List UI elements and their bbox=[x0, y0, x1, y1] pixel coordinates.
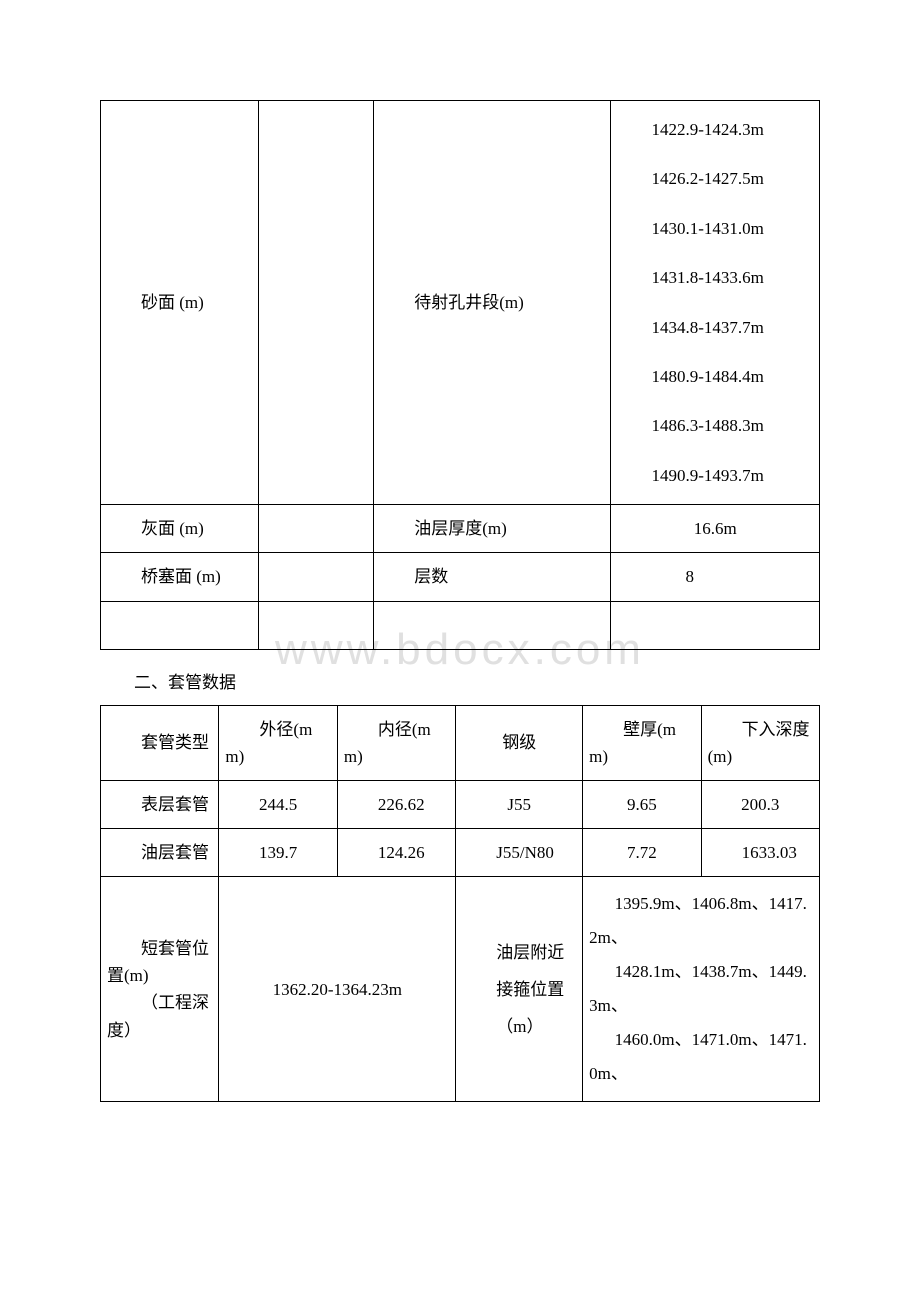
header-depth: 下入深度(m) bbox=[701, 705, 819, 780]
empty-cell bbox=[101, 601, 259, 649]
surface-casing-thickness: 9.65 bbox=[583, 781, 701, 829]
header-text: 内径(mm) bbox=[344, 716, 449, 770]
short-pipe-label-line2: （工程深度） bbox=[107, 989, 212, 1043]
table-row: 灰面 (m) 油层厚度(m) 16.6m bbox=[101, 505, 820, 553]
surface-casing-od: 244.5 bbox=[219, 781, 337, 829]
interval-value: 1490.9-1493.7m bbox=[617, 457, 813, 494]
cell-text: J55/N80 bbox=[462, 839, 554, 866]
joint-position-values: 1395.9m、1406.8m、1417.2m、 1428.1m、1438.7m… bbox=[583, 877, 820, 1102]
layer-count-label: 层数 bbox=[374, 553, 611, 601]
reservoir-thickness-label: 油层厚度(m) bbox=[374, 505, 611, 553]
oil-casing-od: 139.7 bbox=[219, 829, 337, 877]
layer-count-value: 8 bbox=[611, 553, 820, 601]
header-od: 外径(mm) bbox=[219, 705, 337, 780]
table-row: 短套管位置(m) （工程深度） 1362.20-1364.23m 油层附近 接箍… bbox=[101, 877, 820, 1102]
sand-face-value bbox=[259, 101, 374, 505]
bridge-plug-value bbox=[259, 553, 374, 601]
well-parameters-table: 砂面 (m) 待射孔井段(m) 1422.9-1424.3m 1426.2-14… bbox=[100, 100, 820, 650]
header-text: 套管类型 bbox=[107, 729, 209, 756]
reservoir-thickness-label-text: 油层厚度(m) bbox=[380, 515, 507, 542]
joint-position-label: 油层附近 接箍位置 （m） bbox=[456, 877, 583, 1102]
interval-value: 1434.8-1437.7m bbox=[617, 309, 813, 346]
oil-casing-thickness: 7.72 bbox=[583, 829, 701, 877]
joint-value-line: 1395.9m、1406.8m、1417.2m、 bbox=[589, 887, 813, 955]
header-id: 内径(mm) bbox=[337, 705, 455, 780]
table-row: 桥塞面 (m) 层数 8 bbox=[101, 553, 820, 601]
surface-casing-depth: 200.3 bbox=[701, 781, 819, 829]
header-text: 下入深度(m) bbox=[708, 716, 813, 770]
casing-data-table: 套管类型 外径(mm) 内径(mm) 钢级 壁厚(mm) 下入深度(m) 表层套… bbox=[100, 705, 820, 1103]
cell-text: 1633.03 bbox=[708, 839, 797, 866]
table-row: 表层套管 244.5 226.62 J55 9.65 200.3 bbox=[101, 781, 820, 829]
empty-cell bbox=[259, 601, 374, 649]
cement-face-label: 灰面 (m) bbox=[101, 505, 259, 553]
interval-value: 1480.9-1484.4m bbox=[617, 358, 813, 395]
joint-value-line: 1428.1m、1438.7m、1449.3m、 bbox=[589, 955, 813, 1023]
sand-face-label: 砂面 (m) bbox=[101, 101, 259, 505]
cell-text: 124.26 bbox=[344, 839, 425, 866]
header-thickness: 壁厚(mm) bbox=[583, 705, 701, 780]
joint-label-line3: （m） bbox=[462, 1013, 576, 1040]
bridge-plug-label: 桥塞面 (m) bbox=[101, 553, 259, 601]
reservoir-thickness-value: 16.6m bbox=[611, 505, 820, 553]
interval-value: 1430.1-1431.0m bbox=[617, 210, 813, 247]
joint-label-line2: 接箍位置 bbox=[462, 976, 576, 1003]
surface-casing-id: 226.62 bbox=[337, 781, 455, 829]
oil-casing-label: 油层套管 bbox=[101, 829, 219, 877]
cell-text: 表层套管 bbox=[107, 791, 209, 818]
header-text: 壁厚(mm) bbox=[589, 716, 694, 770]
empty-cell bbox=[611, 601, 820, 649]
joint-value-line: 1460.0m、1471.0m、1471.0m、 bbox=[589, 1023, 813, 1091]
interval-value: 1422.9-1424.3m bbox=[617, 111, 813, 148]
interval-value: 1486.3-1488.3m bbox=[617, 407, 813, 444]
cell-text: 油层套管 bbox=[107, 839, 209, 866]
cell-text: 226.62 bbox=[344, 791, 425, 818]
surface-casing-label: 表层套管 bbox=[101, 781, 219, 829]
perforation-interval-label: 待射孔井段(m) bbox=[374, 101, 611, 505]
joint-label-line1: 油层附近 bbox=[462, 939, 576, 966]
short-pipe-value: 1362.20-1364.23m bbox=[219, 877, 456, 1102]
oil-casing-id: 124.26 bbox=[337, 829, 455, 877]
empty-cell bbox=[374, 601, 611, 649]
short-pipe-label: 短套管位置(m) （工程深度） bbox=[101, 877, 219, 1102]
perforation-interval-values: 1422.9-1424.3m 1426.2-1427.5m 1430.1-143… bbox=[611, 101, 820, 505]
oil-casing-grade: J55/N80 bbox=[456, 829, 583, 877]
interval-value: 1431.8-1433.6m bbox=[617, 259, 813, 296]
table-row-empty bbox=[101, 601, 820, 649]
header-grade: 钢级 bbox=[456, 705, 583, 780]
table-row: 砂面 (m) 待射孔井段(m) 1422.9-1424.3m 1426.2-14… bbox=[101, 101, 820, 505]
oil-casing-depth: 1633.03 bbox=[701, 829, 819, 877]
perforation-interval-label-text: 待射孔井段(m) bbox=[380, 289, 524, 316]
cement-face-value bbox=[259, 505, 374, 553]
interval-value: 1426.2-1427.5m bbox=[617, 160, 813, 197]
table-row: 油层套管 139.7 124.26 J55/N80 7.72 1633.03 bbox=[101, 829, 820, 877]
section-title-casing-data: 二、套管数据 bbox=[100, 668, 820, 693]
table-header-row: 套管类型 外径(mm) 内径(mm) 钢级 壁厚(mm) 下入深度(m) bbox=[101, 705, 820, 780]
header-casing-type: 套管类型 bbox=[101, 705, 219, 780]
short-pipe-label-line1: 短套管位置(m) bbox=[107, 935, 212, 989]
surface-casing-grade: J55 bbox=[456, 781, 583, 829]
header-text: 外径(mm) bbox=[225, 716, 330, 770]
